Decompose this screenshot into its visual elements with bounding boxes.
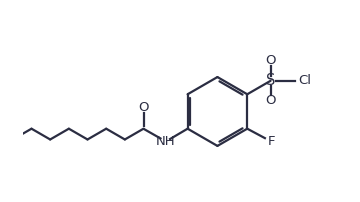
Text: NH: NH (156, 135, 175, 148)
Text: S: S (266, 73, 275, 88)
Text: O: O (138, 101, 149, 114)
Text: F: F (268, 135, 276, 148)
Text: O: O (265, 54, 276, 67)
Text: Cl: Cl (298, 74, 311, 87)
Text: O: O (265, 94, 276, 107)
